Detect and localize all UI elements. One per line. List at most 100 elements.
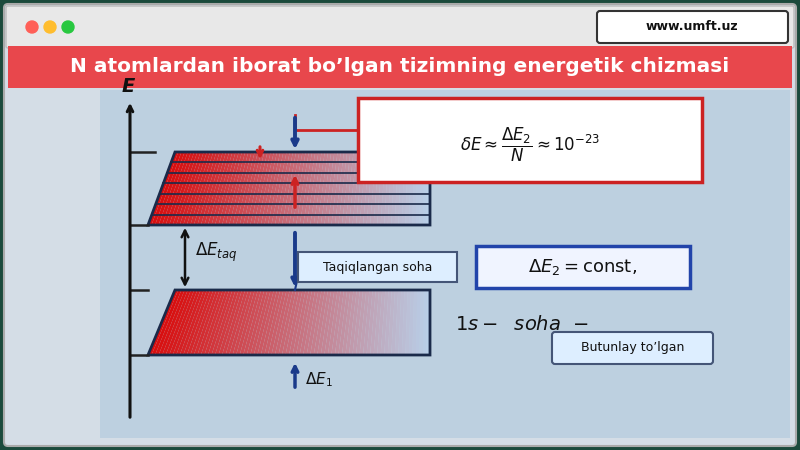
Polygon shape xyxy=(286,152,302,225)
Polygon shape xyxy=(381,290,389,355)
Polygon shape xyxy=(310,290,325,355)
Polygon shape xyxy=(402,152,408,225)
Polygon shape xyxy=(226,290,248,355)
Polygon shape xyxy=(381,152,389,225)
Polygon shape xyxy=(211,152,235,225)
FancyBboxPatch shape xyxy=(6,6,794,48)
Polygon shape xyxy=(158,290,188,355)
Polygon shape xyxy=(208,290,232,355)
Polygon shape xyxy=(321,290,334,355)
Text: Butunlay to’lgan: Butunlay to’lgan xyxy=(581,342,684,355)
Polygon shape xyxy=(388,290,395,355)
Polygon shape xyxy=(317,290,331,355)
Polygon shape xyxy=(306,152,322,225)
Polygon shape xyxy=(321,152,334,225)
Polygon shape xyxy=(293,152,309,225)
Polygon shape xyxy=(271,290,290,355)
Polygon shape xyxy=(423,152,427,225)
FancyBboxPatch shape xyxy=(552,332,713,364)
Polygon shape xyxy=(268,152,286,225)
Polygon shape xyxy=(328,152,341,225)
Polygon shape xyxy=(268,290,286,355)
Polygon shape xyxy=(173,152,201,225)
Polygon shape xyxy=(258,152,277,225)
Polygon shape xyxy=(250,290,270,355)
Polygon shape xyxy=(374,290,382,355)
Polygon shape xyxy=(151,152,182,225)
Text: www.umft.uz: www.umft.uz xyxy=(646,21,738,33)
FancyBboxPatch shape xyxy=(358,98,702,182)
Polygon shape xyxy=(398,152,405,225)
Polygon shape xyxy=(349,152,360,225)
Polygon shape xyxy=(303,152,318,225)
Polygon shape xyxy=(151,290,182,355)
Polygon shape xyxy=(299,152,315,225)
Polygon shape xyxy=(205,152,229,225)
Polygon shape xyxy=(201,152,226,225)
Polygon shape xyxy=(155,152,185,225)
Text: $\Delta E_{taq}$: $\Delta E_{taq}$ xyxy=(195,241,238,264)
Polygon shape xyxy=(205,290,229,355)
Polygon shape xyxy=(314,152,328,225)
Polygon shape xyxy=(186,290,214,355)
Polygon shape xyxy=(303,290,318,355)
Polygon shape xyxy=(208,152,232,225)
Polygon shape xyxy=(275,290,293,355)
Polygon shape xyxy=(419,152,424,225)
Text: $\Delta E_1$: $\Delta E_1$ xyxy=(305,371,333,389)
Polygon shape xyxy=(296,290,312,355)
Polygon shape xyxy=(275,152,293,225)
Polygon shape xyxy=(394,290,402,355)
Polygon shape xyxy=(246,152,267,225)
Polygon shape xyxy=(356,152,366,225)
Polygon shape xyxy=(222,290,245,355)
Polygon shape xyxy=(183,290,210,355)
Polygon shape xyxy=(261,152,280,225)
Text: $\delta E \approx \dfrac{\Delta E_2}{N} \approx 10^{-23}$: $\delta E \approx \dfrac{\Delta E_2}{N} … xyxy=(460,126,600,164)
Polygon shape xyxy=(278,290,296,355)
Polygon shape xyxy=(229,290,251,355)
Polygon shape xyxy=(366,290,376,355)
Polygon shape xyxy=(258,290,277,355)
Polygon shape xyxy=(331,290,344,355)
Polygon shape xyxy=(412,290,418,355)
Polygon shape xyxy=(391,290,398,355)
Polygon shape xyxy=(190,152,217,225)
Polygon shape xyxy=(264,152,283,225)
Polygon shape xyxy=(166,152,194,225)
Polygon shape xyxy=(148,152,178,225)
Text: $\Delta E_2 = \mathrm{const,}$: $\Delta E_2 = \mathrm{const,}$ xyxy=(529,257,638,277)
Polygon shape xyxy=(314,290,328,355)
Polygon shape xyxy=(324,290,338,355)
Polygon shape xyxy=(169,152,198,225)
Polygon shape xyxy=(406,152,411,225)
Text: N atomlardan iborat bo’lgan tizimning energetik chizmasi: N atomlardan iborat bo’lgan tizimning en… xyxy=(70,58,730,76)
Polygon shape xyxy=(180,290,207,355)
Polygon shape xyxy=(201,290,226,355)
Polygon shape xyxy=(353,290,363,355)
Polygon shape xyxy=(236,152,258,225)
Polygon shape xyxy=(409,152,414,225)
Polygon shape xyxy=(394,152,402,225)
FancyBboxPatch shape xyxy=(476,246,690,288)
Polygon shape xyxy=(346,152,357,225)
Polygon shape xyxy=(155,290,185,355)
Polygon shape xyxy=(254,290,274,355)
Polygon shape xyxy=(366,152,376,225)
Polygon shape xyxy=(158,152,188,225)
Polygon shape xyxy=(363,290,373,355)
Polygon shape xyxy=(186,152,214,225)
FancyBboxPatch shape xyxy=(8,46,792,88)
Polygon shape xyxy=(226,152,248,225)
Polygon shape xyxy=(359,152,370,225)
Polygon shape xyxy=(271,152,290,225)
Polygon shape xyxy=(218,290,242,355)
Polygon shape xyxy=(229,152,251,225)
Polygon shape xyxy=(246,290,267,355)
Polygon shape xyxy=(286,290,302,355)
Polygon shape xyxy=(356,290,366,355)
Polygon shape xyxy=(293,290,309,355)
Polygon shape xyxy=(363,152,373,225)
Polygon shape xyxy=(370,290,379,355)
Polygon shape xyxy=(222,152,245,225)
